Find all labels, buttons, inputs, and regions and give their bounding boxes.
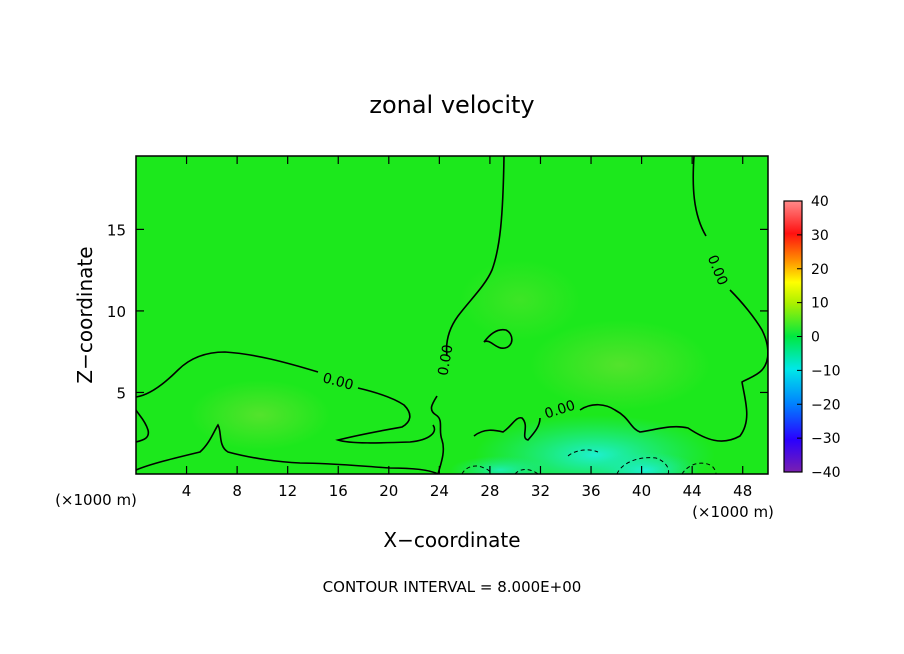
x-tick-label: 28 <box>480 482 499 500</box>
colorbar-tick-label: −40 <box>811 465 841 481</box>
contour-line-dashed <box>681 462 717 474</box>
x-tick-label: 8 <box>232 482 242 500</box>
colorbar: 40 30 20 10 0 −10 −20 −30 −40 <box>783 194 841 481</box>
chart-title: zonal velocity <box>369 91 534 119</box>
contour-line <box>483 328 513 349</box>
contour-interval-text: CONTOUR INTERVAL = 8.000E+00 <box>323 578 582 596</box>
x-tick-label: 32 <box>531 482 550 500</box>
colorbar-tick-label: −10 <box>811 363 841 379</box>
x-tick-label: 44 <box>683 482 702 500</box>
contour-line-dashed <box>461 465 493 474</box>
y-tick-label: 5 <box>116 384 126 402</box>
x-tick-label: 4 <box>182 482 192 500</box>
y-tick-label: 15 <box>107 221 126 239</box>
x-tick-label: 12 <box>278 482 297 500</box>
x-axis: 4 8 12 16 20 24 28 32 36 40 44 48 <box>182 156 752 500</box>
x-tick-label: 24 <box>430 482 449 500</box>
colorbar-tick-label: 0 <box>811 330 820 346</box>
colorbar-tick-label: −30 <box>811 431 841 447</box>
x-tick-label: 40 <box>632 482 651 500</box>
field-patch <box>530 320 710 410</box>
y-axis: 5 10 15 <box>107 221 768 402</box>
contour-line <box>579 351 768 442</box>
plot-area: 0.00 0.00 0.00 0.00 <box>136 156 768 474</box>
contour-line-dashed <box>616 457 670 474</box>
colorbar-tick-label: −20 <box>811 397 841 413</box>
colorbar-tick-label: 30 <box>811 228 829 244</box>
x-tick-label: 16 <box>329 482 348 500</box>
contour-line <box>692 156 707 237</box>
plot-frame <box>135 155 769 475</box>
contour-line <box>430 395 445 474</box>
x-unit-label-right: (×1000 m) <box>692 503 774 521</box>
x-tick-label: 36 <box>581 482 600 500</box>
contour-line <box>445 156 505 357</box>
contour-label: 0.00 <box>435 343 456 376</box>
colorbar-tick-label: 10 <box>811 296 829 312</box>
zero-contours <box>136 156 768 474</box>
x-axis-label: X−coordinate <box>383 528 520 552</box>
y-tick-label: 10 <box>107 303 126 321</box>
contour-line-dashed <box>567 449 599 457</box>
contour-line <box>136 423 439 474</box>
y-axis-label: Z−coordinate <box>73 246 97 383</box>
negative-region <box>590 452 700 474</box>
x-tick-label: 48 <box>733 482 752 500</box>
field-patch <box>190 380 330 450</box>
colorbar-tick-label: 40 <box>811 194 829 210</box>
negative-contours <box>461 449 717 474</box>
x-tick-label: 20 <box>379 482 398 500</box>
field-patch <box>460 260 580 340</box>
contour-line <box>136 409 150 443</box>
negative-region <box>450 456 550 474</box>
contour-line <box>136 351 319 398</box>
colorbar-tick-label: 20 <box>811 262 829 278</box>
contour-line <box>473 416 541 441</box>
contour-line-dashed <box>514 469 539 474</box>
contour-label: 0.00 <box>321 370 355 394</box>
contour-line <box>335 387 436 444</box>
x-unit-label-left: (×1000 m) <box>55 491 137 509</box>
colorbar-ticks: 40 30 20 10 0 −10 −20 −30 −40 <box>797 194 841 481</box>
